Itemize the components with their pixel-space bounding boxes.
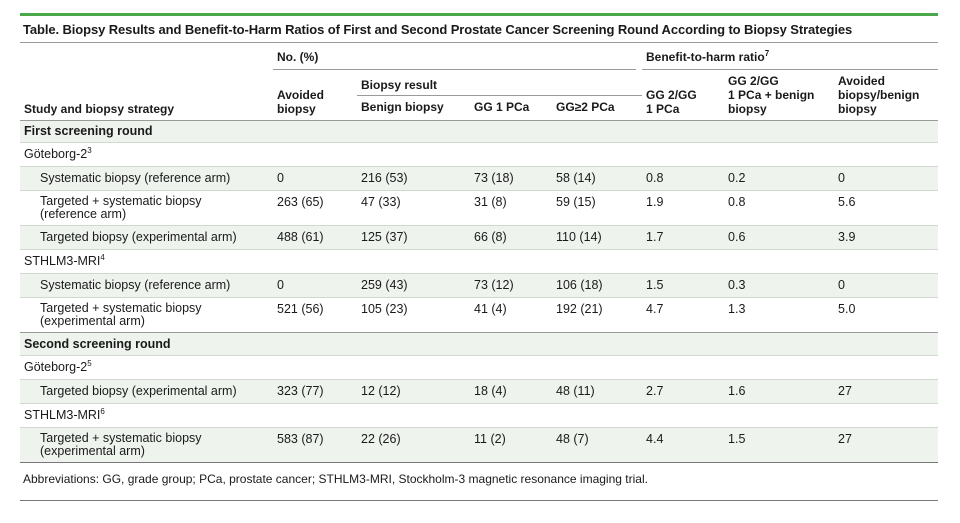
accent-bar [20,13,938,16]
table-row: Targeted biopsy (experimental arm) 488 (… [20,224,939,249]
header-biopsy-result: Biopsy result [361,77,438,92]
header-study: Study and biopsy strategy [24,101,175,116]
header-gg1: GG 1 PCa [470,94,552,120]
section-second-round: Second screening round [20,332,939,355]
header-ratio-1: GG 2/GG 1 PCa [646,87,697,116]
study-goteborg-first: Göteborg-23 [20,141,939,166]
header-gg2: GG≥2 PCa [552,94,643,120]
footnote: Abbreviations: GG, grade group; PCa, pro… [20,462,938,500]
table-row: Targeted + systematic biopsy (experimenta… [20,296,939,332]
header-benign: Benign biopsy [357,94,470,120]
header-avoided-biopsy: Avoided biopsy [277,87,324,116]
table-row: Systematic biopsy (reference arm) 0 259 … [20,272,939,297]
table-row: Targeted + systematic biopsy (experimenta… [20,426,939,462]
table-row: Targeted biopsy (experimental arm) 323 (… [20,378,939,403]
table-row: Targeted + systematic biopsy (reference a… [20,189,939,225]
table-row: Systematic biopsy (reference arm) 0 216 … [20,165,939,190]
table-container: Table. Biopsy Results and Benefit-to-Har… [20,13,939,501]
header-row-2: Study and biopsy strategy Avoided biopsy … [20,69,939,116]
table-caption: Table. Biopsy Results and Benefit-to-Har… [23,22,853,37]
study-goteborg-second: Göteborg-25 [20,354,939,379]
header-no-pct: No. (%) [277,50,319,64]
study-sthlm-first: STHLM3-MRI4 [20,248,939,273]
header-empty [20,43,273,69]
results-table: No. (%) Benefit-to-harm ratio7 Study and… [20,42,939,462]
study-sthlm-second: STHLM3-MRI6 [20,402,939,427]
header-row-1: No. (%) Benefit-to-harm ratio7 [20,42,939,69]
header-ratio-2: GG 2/GG 1 PCa + benign biopsy [728,73,815,116]
header-ratio-3: Avoided biopsy/benign biopsy [838,73,920,116]
section-first-round: First screening round [20,120,939,142]
bottom-rule [20,500,938,501]
header-benefit-harm: Benefit-to-harm ratio7 [646,49,770,65]
